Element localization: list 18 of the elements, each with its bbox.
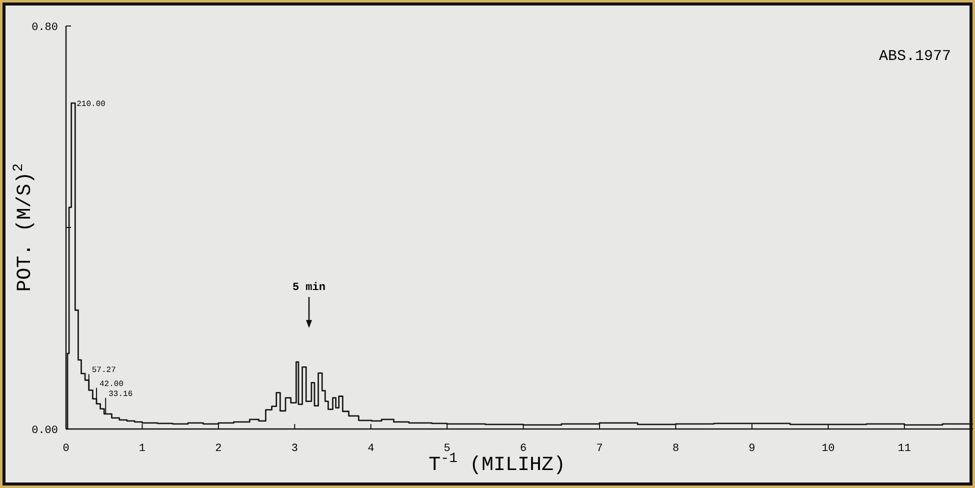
annotation: 210.00 [76, 100, 106, 110]
x-tick-label: 11 [898, 443, 912, 455]
x-tick-label: 9 [748, 443, 756, 455]
y-tick-label: 0.80 [32, 22, 58, 34]
annotation: ABS.1977 [878, 48, 951, 65]
x-tick-label: 7 [596, 443, 603, 455]
x-tick-label: 0 [62, 443, 70, 455]
y-tick-label: 0.00 [32, 425, 58, 437]
x-tick-label: 4 [368, 443, 375, 455]
x-tick-label: 10 [822, 443, 835, 455]
x-tick-label: 8 [672, 443, 680, 455]
x-tick-label: 2 [215, 443, 222, 455]
annotation: 57.27 [92, 366, 116, 376]
x-tick-label: 1 [138, 443, 146, 455]
annotation: 33.16 [108, 390, 133, 399]
x-tick-label: 3 [291, 443, 298, 455]
annotation: 42.00 [99, 380, 124, 389]
annotation: 5 min [292, 282, 326, 294]
